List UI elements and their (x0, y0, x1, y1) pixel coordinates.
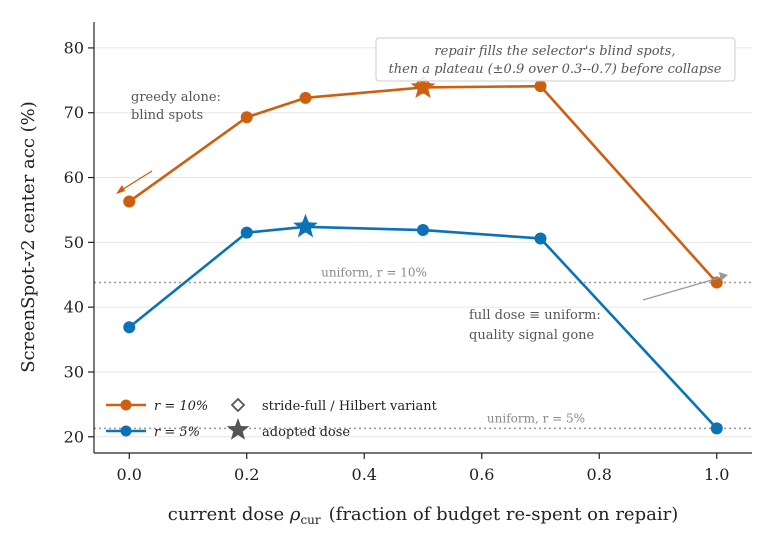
series-line-0 (128, 84, 718, 284)
y-tick-label: 80 (64, 38, 84, 57)
y-tick-label: 40 (64, 298, 84, 317)
x-tick-label: 0.2 (234, 465, 259, 484)
adopted-dose-star (410, 74, 436, 98)
x-axis-label-sub: cur (300, 513, 320, 527)
reference-line-label: uniform, r = 5% (487, 411, 585, 425)
annotation-greedy-line1: greedy alone: (131, 90, 221, 105)
annotation-greedy-line2: blind spots (131, 108, 203, 123)
data-point (123, 195, 136, 208)
legend-variant-icon (230, 397, 246, 413)
y-tick-label: 60 (64, 168, 84, 187)
y-tick-label: 30 (64, 362, 84, 381)
series-line-1 (128, 225, 718, 430)
data-point (710, 422, 723, 435)
legend-label-r5: r = 5% (154, 425, 200, 440)
annotation-full-line2: quality signal gone (469, 328, 595, 343)
annotation-box-line1: repair fills the selector's blind spots, (434, 44, 675, 59)
x-tick-label: 0.6 (469, 465, 494, 484)
data-point (534, 232, 547, 245)
legend-marker-r10 (120, 399, 132, 411)
adopted-dose-star (293, 213, 318, 238)
reference-lines: uniform, r = 10% uniform, r = 5% (94, 266, 752, 430)
data-point (534, 80, 547, 93)
legend-adopted-label: adopted dose (262, 425, 350, 440)
legend-adopted-icon (226, 418, 250, 440)
x-tick-label: 0.4 (352, 465, 377, 484)
x-tick-label: 1.0 (704, 465, 729, 484)
y-ticks: 20 30 40 50 60 70 80 (64, 38, 94, 446)
data-point (123, 321, 136, 334)
y-axis-label: ScreenSpot-v2 center acc (%) (18, 101, 39, 373)
legend: r = 10% r = 5% stride-full / Hilbert var… (106, 397, 438, 440)
legend-marker-r5 (120, 425, 132, 437)
annotation-full-arrow (642, 272, 728, 301)
annotation-box (375, 37, 736, 82)
x-ticks: 0.0 0.2 0.4 0.6 0.8 1.0 (117, 453, 729, 484)
x-axis-label-rest: (fraction of budget re-spent on repair) (329, 504, 679, 525)
legend-label-r10: r = 10% (154, 399, 208, 414)
y-tick-label: 70 (64, 103, 84, 122)
data-point (299, 91, 312, 104)
x-axis-label-main: current dose (168, 504, 284, 525)
x-tick-label: 0.8 (587, 465, 612, 484)
grid-lines (94, 47, 752, 438)
y-tick-label: 20 (64, 427, 84, 446)
x-axis-label-symbol: ρ (289, 504, 301, 525)
reference-line-label: uniform, r = 10% (321, 266, 427, 280)
annotation-full-line1: full dose ≡ uniform: (469, 308, 601, 323)
data-point (240, 111, 253, 124)
data-point (417, 224, 429, 237)
legend-variant-label: stride-full / Hilbert variant (262, 399, 438, 414)
series-group (123, 80, 723, 435)
annotation-box-line2: then a plateau (±0.9 over 0.3--0.7) befo… (389, 62, 722, 77)
special-markers (293, 74, 436, 238)
x-axis-label: current dose ρcur (fraction of budget re-… (168, 504, 678, 527)
y-tick-label: 50 (64, 233, 84, 252)
x-tick-label: 0.0 (117, 465, 142, 484)
data-point (240, 226, 253, 239)
annotation-greedy-arrow (116, 170, 153, 194)
